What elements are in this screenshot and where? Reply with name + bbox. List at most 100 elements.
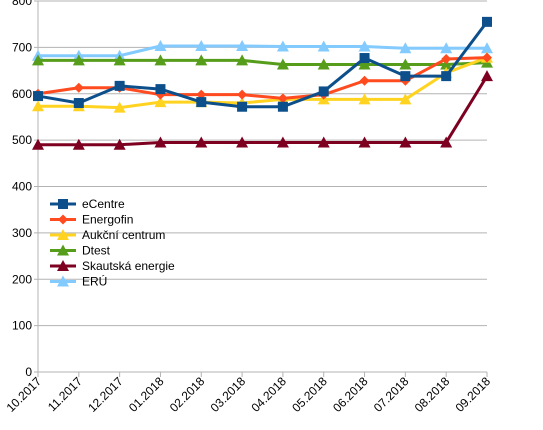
data-point [32, 138, 44, 150]
data-point [440, 42, 453, 54]
data-point [155, 84, 166, 95]
series-line-auk-n-centrum [38, 56, 488, 110]
data-point [195, 39, 208, 51]
data-point [154, 136, 167, 148]
data-point [400, 71, 411, 82]
data-point [32, 100, 44, 112]
y-tick-label: 200 [12, 272, 32, 286]
series-ecentre [33, 16, 492, 112]
data-point [154, 54, 167, 66]
legend-label: Skautská energie [82, 259, 175, 273]
legend-marker [58, 199, 68, 209]
series-line-ecentre [37, 20, 489, 109]
legend-label: Aukční centrum [82, 228, 165, 242]
legend-marker [57, 260, 69, 271]
data-point [114, 80, 125, 91]
legend-label: ERÚ [82, 274, 107, 289]
data-point [441, 53, 452, 64]
data-point [32, 54, 44, 66]
data-point [237, 101, 248, 112]
legend-marker [57, 229, 69, 240]
series-line-er- [38, 44, 487, 58]
y-tick-label: 0 [25, 365, 32, 379]
series-layer [32, 16, 493, 150]
data-point [72, 54, 85, 66]
legend-item-dtest: Dtest [50, 244, 111, 258]
legend-label: Dtest [82, 244, 111, 258]
data-point [72, 138, 85, 150]
data-point [359, 53, 370, 64]
legend-item-ecentre: eCentre [50, 197, 125, 211]
data-point [276, 136, 289, 148]
data-point [481, 42, 493, 54]
grid-layer [38, 0, 487, 373]
data-point [195, 136, 208, 148]
data-point [358, 136, 371, 148]
data-point [358, 93, 371, 105]
data-point [317, 136, 330, 148]
data-point [399, 58, 412, 70]
data-point [482, 52, 492, 63]
data-point [195, 54, 208, 66]
x-tick-label: 07.2018 [371, 374, 412, 415]
y-tick-label: 800 [12, 0, 32, 8]
data-point [440, 58, 453, 70]
legend-marker [57, 244, 69, 256]
data-point [113, 101, 126, 113]
data-point [33, 91, 43, 102]
data-point [399, 93, 412, 105]
data-point [358, 40, 371, 52]
y-tick-label: 600 [12, 87, 32, 101]
y-tick-label: 400 [12, 180, 32, 194]
y-tick-label: 500 [12, 133, 32, 147]
data-point [399, 136, 412, 148]
data-point [73, 82, 84, 93]
data-point [276, 40, 289, 52]
data-point [73, 98, 84, 109]
legend-marker [58, 214, 68, 225]
data-point [154, 39, 167, 51]
data-point [196, 97, 207, 108]
data-point [276, 58, 289, 70]
series-line-dtest [38, 58, 488, 67]
data-point [359, 75, 370, 86]
series-line-skautsk-energie [38, 75, 489, 147]
data-point [441, 71, 452, 82]
data-point [481, 70, 493, 82]
x-tick-label: 02.2018 [167, 374, 208, 415]
x-tick-label: 12.2017 [85, 374, 126, 415]
data-point [236, 39, 249, 51]
series-skautsk-energie [32, 70, 493, 150]
x-tick-label: 09.2018 [453, 374, 494, 415]
series-er- [32, 39, 493, 61]
data-point [317, 40, 330, 52]
data-point [277, 101, 288, 112]
x-tick-label: 06.2018 [330, 374, 371, 415]
x-tick-label: 03.2018 [208, 374, 249, 415]
x-tick-label: 10.2017 [4, 374, 45, 415]
data-point [236, 136, 249, 148]
y-tick-label: 700 [12, 40, 32, 54]
x-tick-label: 04.2018 [248, 374, 289, 415]
data-point [317, 58, 330, 70]
x-tick-label: 11.2017 [45, 374, 85, 414]
data-point [113, 54, 126, 66]
data-point [482, 16, 492, 27]
data-point [440, 136, 453, 148]
x-tick-label: 05.2018 [289, 374, 330, 415]
legend-item-energofin: Energofin [50, 213, 133, 227]
data-point [237, 89, 248, 100]
x-tick-label: 08.2018 [412, 374, 453, 415]
legend-item-er-: ERÚ [50, 274, 107, 289]
legend-label: eCentre [82, 197, 125, 211]
y-tick-label: 300 [12, 226, 32, 240]
legend-item-skautsk-energie: Skautská energie [50, 259, 175, 273]
data-point [318, 86, 329, 97]
y-tick-label: 100 [12, 319, 32, 333]
data-point [277, 93, 288, 104]
data-point [236, 54, 249, 66]
data-point [399, 42, 412, 54]
